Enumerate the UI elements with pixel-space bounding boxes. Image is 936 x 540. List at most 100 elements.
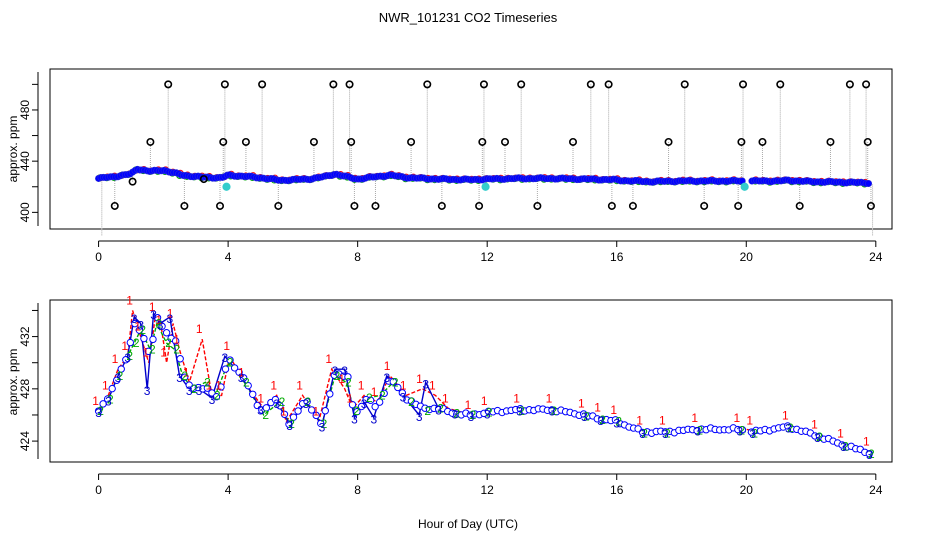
bottom-y-tick-label: 432 [18,326,32,346]
bottom-label-3: 3 [581,410,588,424]
top-x-tick-label: 16 [610,250,624,264]
bottom-avg-point [108,384,116,393]
bottom-label-1: 1 [325,352,332,366]
bottom-label-2: 2 [366,391,373,405]
bottom-label-3: 3 [383,371,390,385]
bottom-label-3: 3 [115,371,122,385]
bottom-label-2: 2 [139,323,146,337]
bottom-label-2: 2 [664,426,671,440]
top-outlier-point [258,80,267,89]
top-outlier-point [329,80,338,89]
bottom-label-1: 1 [371,385,378,399]
bottom-label-3: 3 [332,364,339,378]
top-outlier-point [437,201,446,210]
bottom-label-3: 3 [144,384,151,398]
bottom-avg-point [262,404,271,412]
bottom-avg-point [353,407,361,416]
bottom-avg-point [303,398,311,406]
bottom-avg-point [380,389,388,398]
bottom-avg-point [176,355,184,363]
bottom-label-1: 1 [481,394,488,408]
bottom-label-2: 2 [470,408,477,422]
top-outlier-point [863,137,872,146]
bottom-avg-point [217,383,225,391]
bottom-avg-point [181,373,189,381]
bottom-label-1: 1 [296,378,303,392]
bottom-avg-point [221,365,230,373]
bottom-label-3: 3 [416,410,423,424]
bottom-label-3: 3 [840,440,847,454]
top-outlier-point [628,201,637,210]
bottom-avg-point [865,450,874,458]
top-outlier-point [604,80,613,89]
top-outlier-point [423,80,432,89]
bottom-avg-point [344,373,352,381]
bottom-plot-frame [49,299,893,463]
bottom-label-2: 2 [518,404,525,418]
bottom-avg-point [99,400,107,408]
bottom-label-3: 3 [662,427,669,441]
bottom-label-1: 1 [659,414,666,428]
bottom-label-2: 2 [288,417,295,431]
bottom-label-2: 2 [816,430,823,444]
top-outlier-point [219,137,228,146]
bottom-label-3: 3 [484,407,491,421]
top-outlier-point [776,80,785,89]
top-x-tick-label: 0 [95,250,102,264]
bottom-label-2: 2 [408,395,415,409]
bottom-label-2: 2 [334,369,341,383]
top-outlier-point [199,175,208,184]
bottom-avg-point [398,389,407,397]
bottom-y-tick-label: 428 [18,379,32,399]
top-ylabel: approx. ppm [6,116,20,183]
bottom-label-2: 2 [107,392,114,406]
bottom-label-1: 1 [546,391,553,405]
bottom-label-2: 2 [149,343,156,357]
bottom-avg-point [294,407,302,415]
bottom-avg-point [171,337,180,345]
bottom-label-1: 1 [429,378,436,392]
top-outlier-point [586,80,595,89]
bottom-label-3: 3 [749,427,756,441]
bottom-label-3: 3 [238,371,245,385]
bottom-avg-point [135,326,144,334]
bottom-label-2: 2 [486,405,493,419]
top-outlier-point [758,137,767,146]
top-outlier-point [347,137,356,146]
bottom-label-1: 1 [863,435,870,449]
top-outlier-point [164,80,173,89]
bottom-label-1: 1 [416,372,423,386]
top-x-tick-label: 24 [869,250,883,264]
bottom-label-3: 3 [131,312,138,326]
bottom-label-1: 1 [733,411,740,425]
bottom-avg-point [326,390,334,398]
bottom-avg-point [117,365,125,373]
bottom-label-3: 3 [137,319,144,333]
top-filtered-point [481,182,490,191]
bottom-avg-point [162,329,171,337]
top-outlier-point [110,201,119,210]
top-y-tick-label: 400 [18,202,32,222]
top-outlier-point [569,137,578,146]
bottom-x-tick-label: 24 [869,483,883,497]
top-outlier-point [345,80,354,89]
bottom-label-2: 2 [641,426,648,440]
bottom-y-tick-label: 424 [18,431,32,451]
bottom-label-2: 2 [321,417,328,431]
top-x-tick-label: 12 [481,250,495,264]
top-outlier-point [216,201,225,210]
bottom-avg-point [276,402,284,410]
bottom-avg-point [317,419,325,428]
bottom-ylabel: approx. ppm [6,349,20,416]
bottom-label-2: 2 [437,401,444,415]
bottom-label-1: 1 [134,320,141,334]
top-axes: 0 4 8 12 16 20 24 400 440 480 [18,72,883,264]
bottom-label-1: 1 [112,352,119,366]
bottom-label-1: 1 [160,346,167,360]
bottom-label-1: 1 [183,365,190,379]
bottom-avg-point [357,402,366,411]
bottom-label-1: 1 [636,414,643,428]
bottom-label-1: 1 [400,378,407,392]
bottom-label-2: 2 [696,424,703,438]
bottom-avg-point [158,322,166,330]
